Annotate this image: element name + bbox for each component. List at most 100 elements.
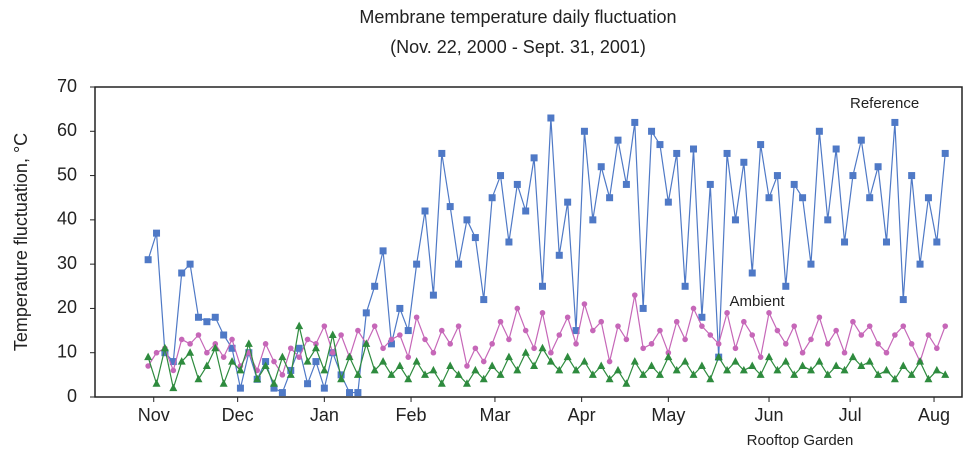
marker	[631, 118, 639, 126]
marker	[605, 374, 614, 383]
marker	[145, 363, 151, 369]
marker	[269, 379, 278, 387]
marker	[320, 365, 329, 374]
marker	[303, 357, 312, 365]
marker	[346, 389, 354, 397]
marker	[748, 361, 757, 369]
x-tick-label: May	[651, 405, 685, 425]
marker	[430, 349, 437, 356]
marker	[732, 345, 739, 352]
y-tick-label: 0	[67, 386, 77, 406]
marker	[530, 361, 539, 369]
marker	[497, 172, 505, 180]
marker	[345, 352, 354, 361]
marker	[798, 361, 807, 369]
marker	[648, 341, 655, 347]
marker	[765, 194, 773, 202]
marker	[455, 260, 463, 268]
marker	[882, 365, 891, 374]
marker	[731, 216, 739, 224]
marker	[413, 314, 420, 321]
marker	[488, 361, 497, 369]
marker	[304, 336, 311, 343]
marker	[647, 361, 656, 369]
marker	[715, 341, 722, 347]
marker	[220, 331, 228, 339]
marker	[437, 379, 446, 387]
marker	[815, 127, 823, 135]
marker	[278, 389, 286, 397]
marker	[412, 357, 421, 365]
x-tick-label: Jun	[755, 405, 784, 425]
marker	[296, 354, 302, 360]
marker	[338, 332, 344, 338]
series-label: Ambient	[729, 293, 785, 310]
marker	[446, 203, 454, 211]
marker	[924, 374, 933, 383]
marker	[866, 323, 873, 329]
marker	[739, 365, 748, 374]
series-line	[147, 117, 946, 394]
y-axis-label: Temperature fluctuation, °C	[11, 133, 31, 351]
marker	[640, 345, 646, 352]
marker	[471, 234, 479, 242]
marker	[606, 194, 614, 202]
marker	[404, 327, 412, 335]
marker	[178, 269, 186, 277]
marker	[464, 363, 470, 369]
marker	[816, 314, 823, 321]
marker	[421, 370, 430, 378]
marker	[488, 194, 496, 202]
marker	[580, 357, 589, 365]
marker	[447, 341, 453, 347]
marker	[774, 327, 781, 334]
marker	[539, 310, 546, 316]
marker	[815, 357, 824, 365]
marker	[573, 341, 579, 347]
marker	[556, 332, 563, 338]
marker	[194, 374, 203, 383]
marker	[899, 296, 907, 304]
marker	[597, 361, 606, 369]
marker	[504, 352, 513, 361]
marker	[724, 310, 730, 316]
marker	[682, 336, 688, 343]
marker	[455, 323, 462, 329]
marker	[808, 336, 814, 343]
marker	[900, 323, 907, 329]
marker	[295, 344, 303, 352]
marker	[144, 256, 152, 264]
marker	[479, 374, 488, 383]
marker	[144, 352, 153, 361]
marker	[395, 361, 404, 369]
marker	[521, 348, 530, 356]
marker	[799, 194, 807, 202]
marker	[648, 127, 656, 135]
marker	[588, 370, 597, 378]
marker	[690, 145, 698, 153]
marker	[706, 374, 715, 383]
marker	[942, 323, 949, 329]
marker	[841, 349, 848, 356]
marker	[321, 323, 328, 329]
marker	[160, 343, 169, 352]
marker	[791, 323, 797, 329]
marker	[337, 374, 346, 383]
marker	[572, 365, 581, 374]
marker	[546, 357, 555, 365]
marker	[522, 327, 529, 334]
marker	[615, 323, 621, 329]
marker	[170, 367, 177, 374]
marker	[312, 358, 320, 366]
marker	[766, 310, 772, 316]
marker	[270, 384, 278, 392]
chart-subtitle: (Nov. 22, 2000 - Sept. 31, 2001)	[390, 37, 646, 57]
marker	[783, 341, 789, 347]
marker	[480, 358, 487, 365]
marker	[354, 389, 362, 397]
marker	[699, 323, 705, 329]
marker	[353, 370, 362, 378]
marker	[690, 305, 697, 312]
marker	[597, 163, 605, 171]
marker	[371, 323, 378, 329]
